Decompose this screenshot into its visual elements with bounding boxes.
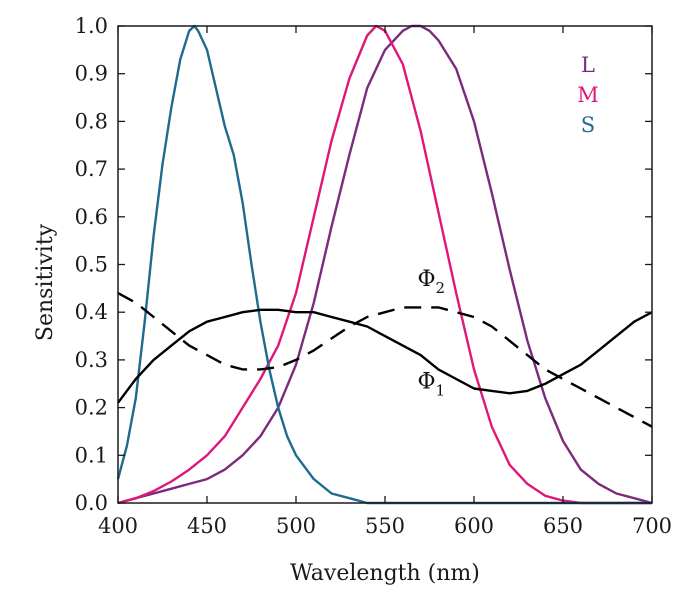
legend-entry-m: M [577, 83, 599, 107]
x-axis-label: Wavelength (nm) [290, 561, 480, 586]
y-tick-label: 0.5 [75, 253, 108, 277]
series-line-m [117, 24, 652, 505]
series-line-phi2 [117, 292, 653, 428]
x-tick-label: 600 [454, 514, 494, 538]
series-line-phi1 [117, 308, 653, 404]
y-tick-label: 0.4 [75, 300, 108, 324]
y-tick-label: 0.7 [75, 157, 108, 181]
y-tick-label: 0.9 [75, 62, 108, 86]
plot-frame [117, 25, 653, 504]
y-tick-label: 0.6 [75, 205, 108, 229]
x-tick-label: 400 [98, 514, 138, 538]
series-line-l [117, 24, 653, 505]
y-tick-label: 0.1 [75, 443, 108, 467]
x-tick-label: 450 [187, 514, 227, 538]
legend-entry-l: L [581, 53, 595, 77]
annotation-subscript: 2 [436, 279, 446, 297]
x-tick-label: 650 [543, 514, 583, 538]
legend-entry-s: S [581, 113, 595, 137]
x-tick-label: 550 [365, 514, 405, 538]
y-axis-label: Sensitivity [33, 223, 58, 341]
annotation-phi1: Φ1 [417, 370, 445, 400]
y-tick-label: 1.0 [75, 14, 108, 38]
series-line-s [116, 24, 652, 505]
y-tick-label: 0.0 [75, 491, 108, 515]
ticks-layer: 400 450 500 550 600 650 700 0.0 0.1 0.2 0.3 0.4 0.5 0… [75, 14, 672, 538]
annotation-symbol: Φ [417, 267, 435, 292]
x-tick-label: 700 [632, 514, 672, 538]
y-tick-label: 0.8 [75, 109, 108, 133]
annotation-phi2: Φ2 [417, 267, 445, 297]
series-layer [116, 24, 653, 505]
x-tick-label: 500 [276, 514, 316, 538]
y-tick-label: 0.3 [75, 348, 108, 372]
annotation-symbol: Φ [417, 370, 435, 395]
annotation-subscript: 1 [436, 382, 446, 400]
y-tick-label: 0.2 [75, 396, 108, 420]
legend: LMS [577, 53, 599, 137]
